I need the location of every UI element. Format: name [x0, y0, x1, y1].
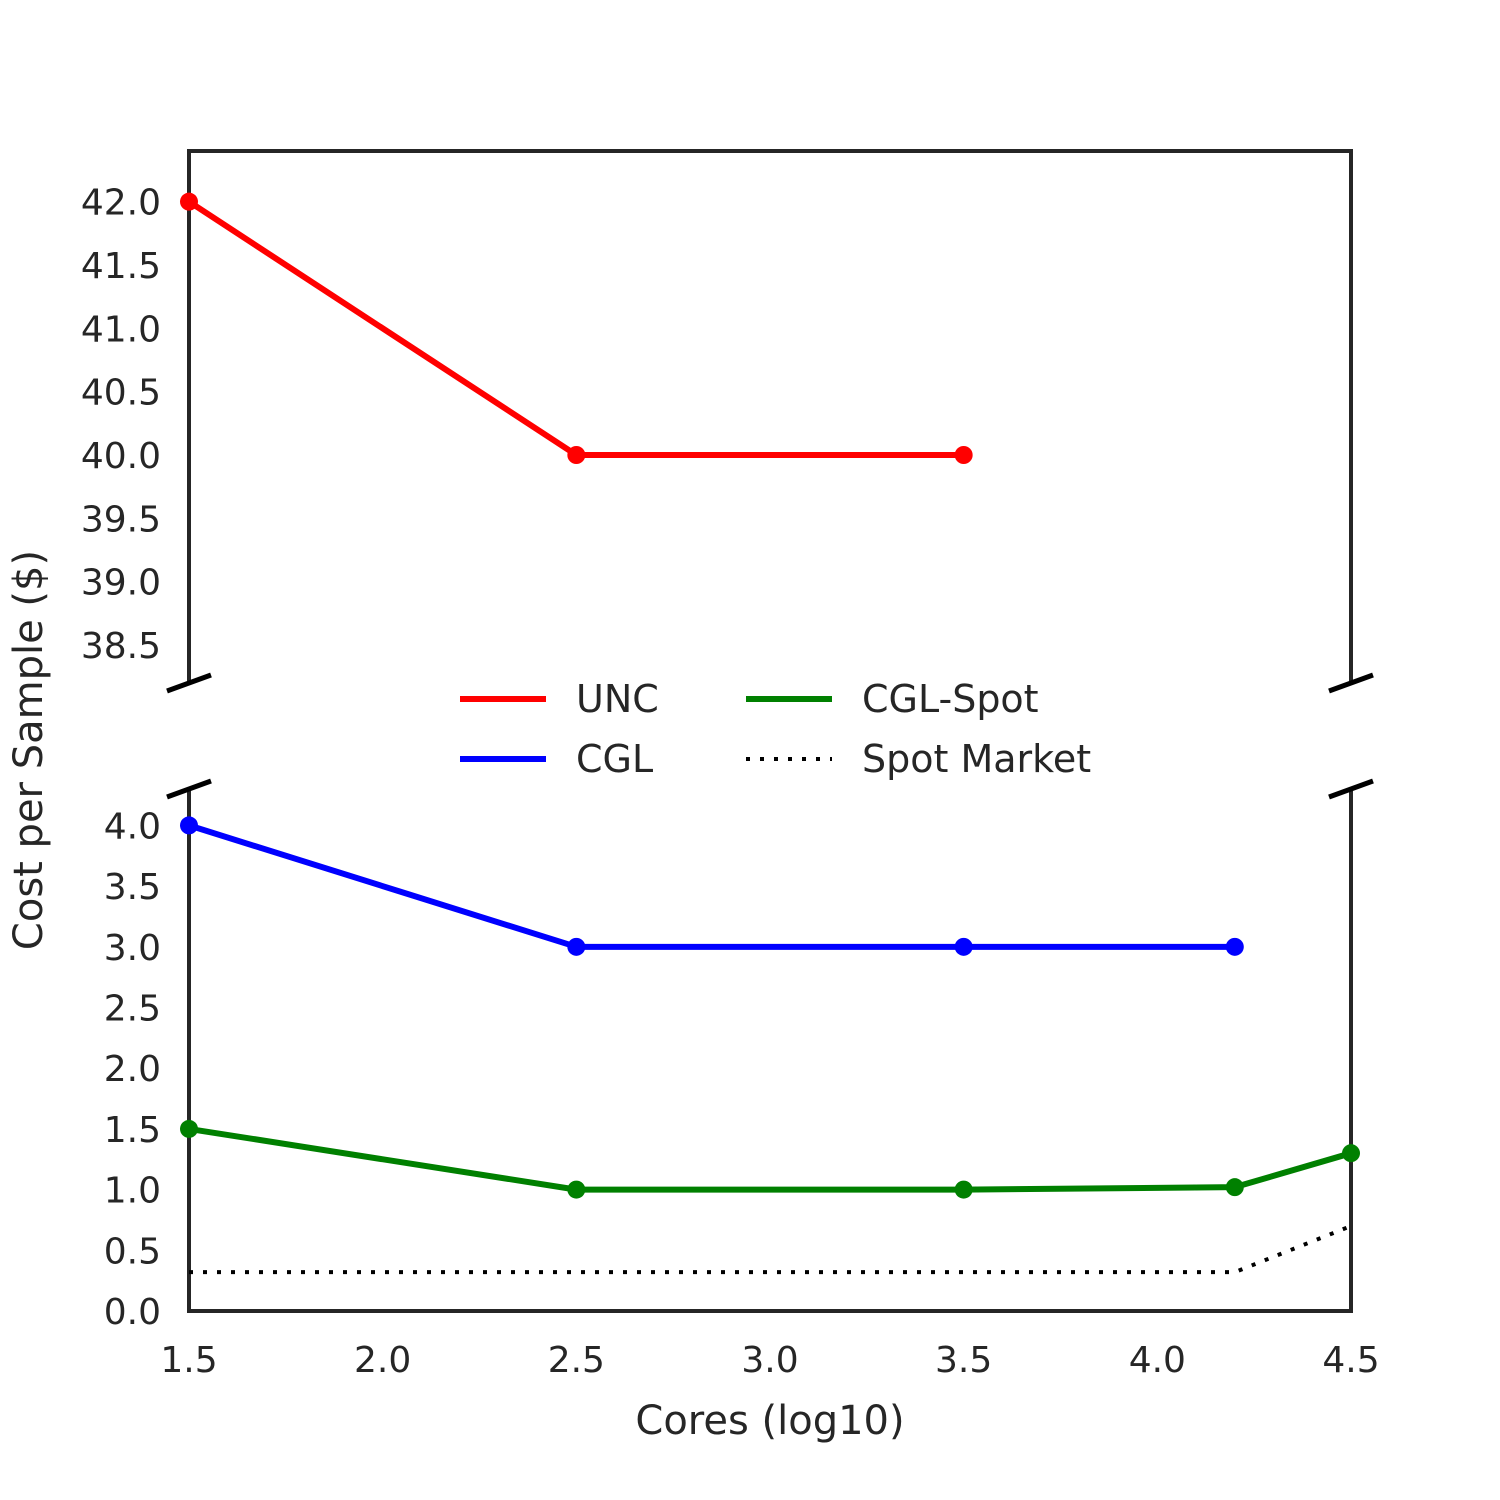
data-point-cgl: [1225, 937, 1244, 956]
x-tick-label: 4.5: [1322, 1340, 1379, 1381]
y-tick-label: 0.0: [104, 1292, 161, 1333]
y-tick-label: 38.5: [81, 626, 161, 667]
x-axis-label: Cores (log10): [635, 1398, 904, 1444]
series-line-cgl: [188, 822, 1235, 950]
y-tick-label: 42.0: [81, 183, 161, 224]
data-point-cgl: [180, 816, 198, 835]
x-tick-label: 4.0: [1129, 1340, 1186, 1381]
data-point-cgl-spot: [1225, 1178, 1244, 1197]
y-tick-label: 41.5: [81, 246, 161, 287]
y-tick-label: 1.0: [104, 1171, 161, 1212]
y-axis-label: Cost per Sample ($): [6, 550, 52, 950]
x-tick-label: 3.5: [935, 1340, 992, 1381]
x-tick-label: 2.0: [354, 1340, 411, 1381]
data-point-cgl-spot: [180, 1119, 198, 1138]
y-tick-label: 1.5: [104, 1110, 161, 1151]
bottom-panel: 0.0 0.5 1.0 1.5 2.0 2.5 3.0 3.5 4.0: [104, 778, 1374, 1333]
y-tick-label: 2.5: [104, 989, 161, 1030]
y-tick-label: 2.0: [104, 1049, 161, 1090]
y-tick-label: 41.0: [81, 309, 161, 350]
legend-label-spot-market: Spot Market: [862, 737, 1091, 781]
axis-break-mark: [1328, 778, 1374, 800]
y-tick-label: 39.0: [81, 563, 161, 604]
data-point-unc: [567, 446, 586, 464]
x-axis-ticks: 1.5 2.0 2.5 3.0 3.5 4.0 4.5: [160, 1340, 1379, 1381]
data-point-unc: [954, 446, 973, 464]
y-tick-label: 3.0: [104, 928, 161, 969]
top-panel: 38.5 39.0 39.5 40.0 40.5 41.0 41.5 42.0: [81, 149, 1374, 694]
data-point-unc: [180, 192, 198, 211]
data-point-cgl-spot: [954, 1180, 973, 1199]
legend: UNC CGL CGL-Spot Spot Market: [460, 677, 1091, 781]
legend-label-cgl-spot: CGL-Spot: [862, 677, 1039, 721]
axis-break-mark: [166, 672, 212, 694]
legend-label-unc: UNC: [576, 677, 659, 721]
y-tick-label: 40.5: [81, 373, 161, 414]
y-tick-label: 3.5: [104, 867, 161, 908]
x-tick-label: 1.5: [160, 1340, 217, 1381]
x-tick-label: 3.0: [741, 1340, 798, 1381]
x-tick-label: 2.5: [548, 1340, 605, 1381]
bottom-panel-frame: [187, 789, 1353, 1313]
data-point-cgl: [954, 937, 973, 956]
y-tick-label: 40.0: [81, 436, 161, 477]
y-tick-label: 39.5: [81, 499, 161, 540]
y-tick-label: 0.5: [104, 1231, 161, 1272]
data-point-cgl-spot: [567, 1180, 586, 1199]
axis-break-mark: [1328, 672, 1374, 694]
top-panel-frame: [187, 149, 1353, 683]
y-tick-label: 4.0: [104, 806, 161, 847]
axis-break-mark: [166, 778, 212, 800]
legend-label-cgl: CGL: [576, 737, 653, 781]
data-point-cgl-spot: [1342, 1144, 1360, 1163]
data-point-cgl: [567, 937, 586, 956]
